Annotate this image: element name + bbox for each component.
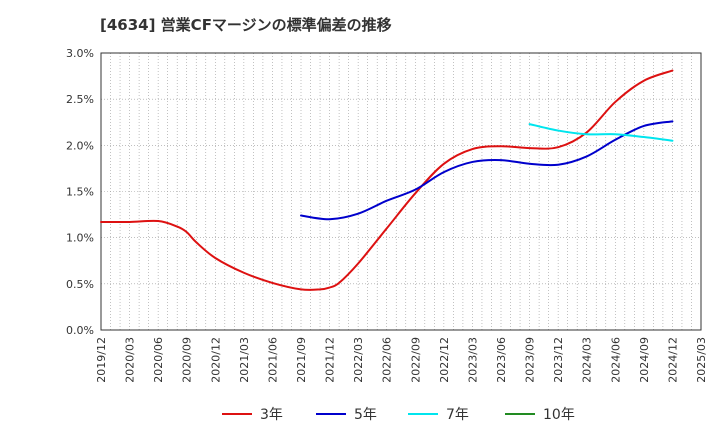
legend: 3年 5年 7年 10年 [222,407,575,423]
x-tick-label: 2021/09 [295,337,308,383]
x-tick-label: 2020/12 [209,337,222,383]
x-tick-label: 2022/12 [438,337,451,383]
legend-label-1: 5年 [354,407,377,423]
series-line-1 [300,120,674,221]
y-tick-label: 1.5% [66,186,94,199]
legend-label-2: 7年 [446,407,469,423]
x-tick-label: 2020/06 [152,337,165,383]
x-tick-label: 2020/09 [181,337,194,383]
y-tick-label: 1.0% [66,232,94,245]
x-tick-label: 2024/09 [638,337,651,383]
y-tick-label: 3.0% [66,47,94,60]
y-tick-label: 2.5% [66,93,94,106]
x-tick-label: 2023/03 [466,337,479,383]
x-tick-label: 2023/12 [552,337,565,383]
x-tick-label: 2019/12 [95,337,108,383]
y-tick-label: 2.0% [66,139,94,152]
x-tick-label: 2023/09 [524,337,537,383]
series-line-0 [100,69,674,291]
series-lines [100,69,674,291]
x-tick-label: 2025/03 [695,337,708,383]
x-tick-label: 2024/03 [581,337,594,383]
x-tick-label: 2020/03 [124,337,137,383]
plot-frame [100,52,702,331]
grid-lines [100,52,702,331]
axes: 0.0% 0.5% 1.0% 1.5% 2.0% 2.5% 3.0% 2019/12 2020/… [66,47,708,383]
x-tick-label: 2022/03 [352,337,365,383]
x-tick-label: 2022/06 [381,337,394,383]
x-tick-label: 2023/06 [495,337,508,383]
y-tick-label: 0.0% [66,324,94,337]
x-tick-label: 2021/03 [238,337,251,383]
x-tick-label: 2021/12 [324,337,337,383]
legend-label-3: 10年 [543,407,575,423]
chart-title: [4634] 営業CFマージンの標準偏差の推移 [100,16,392,34]
y-tick-label: 0.5% [66,278,94,291]
legend-label-0: 3年 [260,407,283,423]
x-tick-label: 2021/06 [266,337,279,383]
x-tick-label: 2022/09 [409,337,422,383]
series-line-2 [528,123,674,142]
x-tick-label: 2024/06 [609,337,622,383]
x-tick-label: 2024/12 [666,337,679,383]
